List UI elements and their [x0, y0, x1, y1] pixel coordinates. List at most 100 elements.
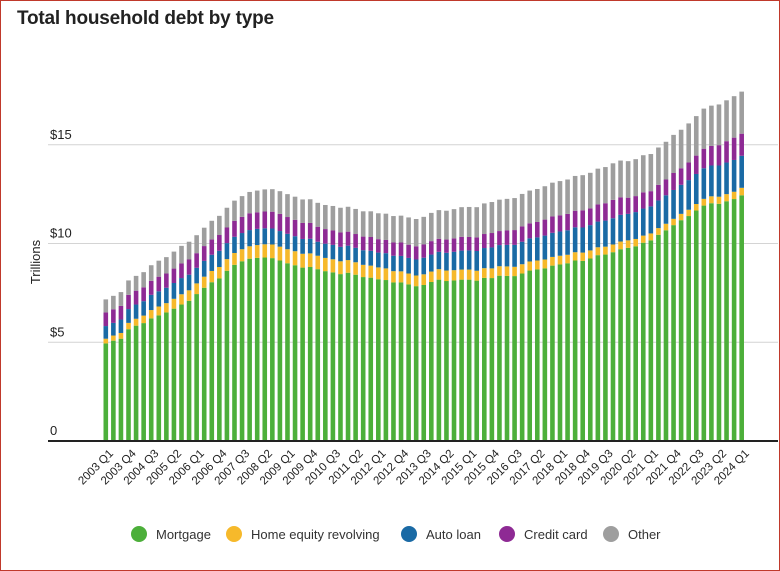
bar-segment-mortgage [277, 260, 283, 442]
bar-segment-home-equity-revolving [247, 246, 252, 259]
legend-item-credit-card[interactable]: Credit card [499, 526, 588, 542]
bar-segment-auto-loan [345, 245, 351, 261]
bar-segment-auto-loan [209, 254, 215, 271]
bar-segment-other [421, 216, 427, 245]
y-tick-label: 0 [50, 423, 57, 438]
bar-segment-auto-loan [587, 225, 593, 251]
bar-segment-auto-loan [693, 173, 699, 204]
bar-stack [633, 159, 638, 441]
bar-segment-home-equity-revolving [141, 315, 146, 324]
bar-segment-mortgage [489, 278, 495, 441]
bar-segment-auto-loan [603, 220, 608, 247]
bar-segment-other [345, 206, 351, 232]
bar-stack [330, 205, 336, 441]
legend-item-home-equity-revolving[interactable]: Home equity revolving [226, 526, 380, 542]
bar-segment-home-equity-revolving [179, 294, 184, 305]
legend-label: Auto loan [426, 527, 481, 542]
bar-segment-credit-card [739, 133, 744, 156]
bar-segment-mortgage [224, 270, 230, 441]
bar-segment-home-equity-revolving [640, 235, 646, 243]
bar-segment-home-equity-revolving [376, 267, 381, 280]
legend-item-mortgage[interactable]: Mortgage [131, 526, 211, 542]
bar-segment-credit-card [519, 226, 525, 242]
bar-segment-credit-card [497, 231, 502, 246]
bar-segment-other [482, 203, 487, 235]
bar-segment-other [148, 265, 154, 281]
bar-segment-other [474, 207, 480, 238]
bar-segment-auto-loan [633, 212, 638, 239]
bar-segment-other [663, 141, 669, 180]
bar-segment-home-equity-revolving [391, 271, 396, 283]
bar-segment-home-equity-revolving [360, 264, 366, 278]
bar-stack [368, 211, 374, 441]
bar-segment-auto-loan [640, 208, 646, 236]
bar-segment-other [164, 257, 169, 274]
bar-segment-credit-card [330, 230, 336, 245]
bar-segment-other [678, 129, 684, 169]
bar-segment-mortgage [156, 315, 162, 441]
bar-segment-home-equity-revolving [118, 332, 124, 339]
bar-segment-auto-loan [270, 228, 275, 245]
bar-stack [444, 210, 449, 441]
bar-segment-mortgage [648, 240, 654, 441]
bar-segment-other [413, 219, 419, 247]
bar-segment-home-equity-revolving [497, 266, 502, 276]
bar-stack [693, 116, 699, 441]
bar-stack [709, 105, 714, 441]
bar-segment-credit-card [217, 235, 222, 251]
bar-segment-other [315, 202, 321, 227]
bar-segment-home-equity-revolving [482, 268, 487, 278]
bar-segment-auto-loan [459, 250, 464, 270]
bar-segment-home-equity-revolving [671, 218, 676, 226]
bar-segment-credit-card [429, 241, 434, 255]
legend-swatch-icon [401, 526, 417, 542]
bar-segment-auto-loan [648, 206, 654, 234]
bar-segment-home-equity-revolving [648, 233, 654, 241]
bar-segment-credit-card [610, 199, 616, 219]
bar-segment-other [232, 200, 237, 221]
bar-segment-mortgage [512, 276, 517, 441]
bar-segment-credit-card [353, 234, 358, 248]
bar-segment-mortgage [436, 279, 442, 441]
bar-stack [565, 179, 570, 441]
legend-item-auto-loan[interactable]: Auto loan [401, 526, 481, 542]
bar-segment-home-equity-revolving [164, 303, 169, 313]
bar-segment-home-equity-revolving [459, 269, 464, 280]
bar-stack [179, 245, 184, 441]
bar-segment-auto-loan [383, 253, 389, 269]
bar-stack [739, 91, 744, 441]
y-tick-label: $15 [50, 127, 72, 142]
bar-segment-mortgage [466, 279, 472, 441]
bar-segment-auto-loan [179, 278, 184, 295]
bar-segment-auto-loan [686, 180, 691, 210]
bar-segment-home-equity-revolving [186, 290, 192, 301]
bar-stack [292, 196, 298, 442]
bar-stack [474, 207, 480, 441]
bar-segment-home-equity-revolving [633, 238, 638, 247]
bar-stack [656, 147, 661, 441]
bar-stack [482, 203, 487, 441]
bar-segment-other [444, 210, 449, 240]
bar-segment-mortgage [262, 257, 268, 441]
bar-segment-other [534, 188, 540, 222]
bar-segment-auto-loan [239, 233, 245, 250]
bar-segment-home-equity-revolving [270, 244, 275, 259]
bar-segment-auto-loan [671, 189, 676, 219]
legend-item-other[interactable]: Other [603, 526, 661, 542]
bar-segment-other [118, 292, 124, 306]
bar-segment-credit-card [285, 217, 290, 234]
bar-segment-mortgage [671, 225, 676, 441]
bar-segment-credit-card [542, 219, 548, 236]
bar-segment-mortgage [217, 278, 222, 441]
bar-segment-other [194, 235, 199, 254]
bar-segment-auto-loan [678, 184, 684, 214]
bar-segment-home-equity-revolving [603, 246, 608, 255]
bar-segment-home-equity-revolving [739, 187, 744, 196]
bar-segment-credit-card [565, 213, 570, 231]
bar-segment-credit-card [406, 244, 411, 258]
bar-segment-home-equity-revolving [413, 275, 419, 287]
bar-segment-credit-card [572, 210, 578, 228]
bar-segment-home-equity-revolving [534, 260, 540, 270]
bar-segment-credit-card [300, 222, 305, 239]
bar-segment-other [686, 123, 691, 163]
